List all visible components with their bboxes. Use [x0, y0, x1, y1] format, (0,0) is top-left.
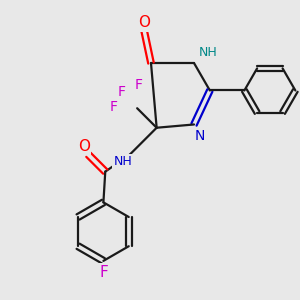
Text: O: O: [138, 15, 150, 30]
Text: F: F: [99, 265, 108, 280]
Text: NH: NH: [199, 46, 218, 59]
Text: F: F: [135, 78, 143, 92]
Text: F: F: [117, 85, 125, 100]
Text: NH: NH: [113, 155, 132, 168]
Text: N: N: [194, 129, 205, 143]
Text: F: F: [110, 100, 118, 115]
Text: O: O: [78, 139, 90, 154]
